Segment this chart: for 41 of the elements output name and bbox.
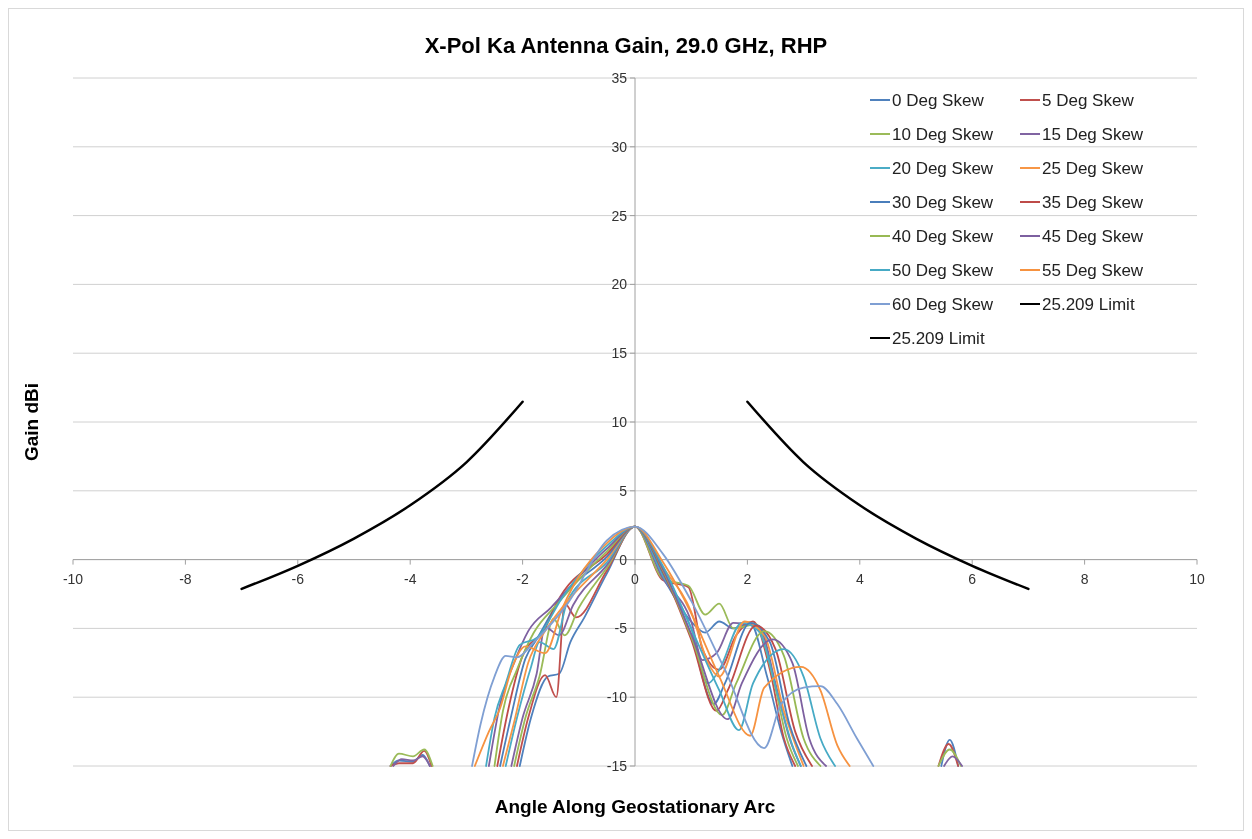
x-tick-label: 4 xyxy=(855,570,864,587)
y-tick-label: 15 xyxy=(611,345,628,362)
legend-label: 10 Deg Skew xyxy=(892,125,994,144)
x-tick-label: 10 xyxy=(1189,570,1205,587)
x-tick-label: -10 xyxy=(62,570,84,587)
legend-label: 25 Deg Skew xyxy=(1042,159,1144,178)
legend-label: 35 Deg Skew xyxy=(1042,193,1144,212)
x-tick-label: 8 xyxy=(1080,570,1089,587)
legend-label: 25.209 Limit xyxy=(892,329,985,348)
y-tick-label: -15 xyxy=(606,758,628,774)
x-tick-label: -6 xyxy=(291,570,305,587)
legend-label: 20 Deg Skew xyxy=(892,159,994,178)
legend-label: 5 Deg Skew xyxy=(1042,91,1135,110)
legend-label: 60 Deg Skew xyxy=(892,295,994,314)
line-series xyxy=(746,400,1030,591)
y-tick-label: 5 xyxy=(619,482,628,499)
y-tick-label: 35 xyxy=(611,70,628,86)
legend-label: 55 Deg Skew xyxy=(1042,261,1144,280)
legend-label: 25.209 Limit xyxy=(1042,295,1135,314)
legend-label: 15 Deg Skew xyxy=(1042,125,1144,144)
x-tick-label: 6 xyxy=(968,570,977,587)
legend-label: 30 Deg Skew xyxy=(892,193,994,212)
x-axis-title: Angle Along Geostationary Arc xyxy=(494,796,776,817)
y-tick-label: 25 xyxy=(611,207,628,224)
y-tick-label: -5 xyxy=(614,620,628,637)
chart-title: X-Pol Ka Antenna Gain, 29.0 GHz, RHP xyxy=(424,33,828,58)
x-tick-label: 0 xyxy=(631,570,640,587)
x-tick-label: -2 xyxy=(516,570,530,587)
legend-label: 45 Deg Skew xyxy=(1042,227,1144,246)
legend-label: 50 Deg Skew xyxy=(892,261,994,280)
y-tick-label: 30 xyxy=(611,138,628,155)
y-tick-label: 10 xyxy=(611,414,628,430)
y-tick-label: -10 xyxy=(606,689,628,706)
y-tick-label: 0 xyxy=(619,551,628,568)
y-axis-title: Gain dBi xyxy=(21,382,42,462)
x-tick-label: -4 xyxy=(403,570,417,587)
x-tick-label: 2 xyxy=(743,570,752,587)
y-tick-label: 20 xyxy=(611,276,628,293)
legend-label: 40 Deg Skew xyxy=(892,227,994,246)
x-tick-label: -8 xyxy=(179,570,192,587)
legend-label: 0 Deg Skew xyxy=(892,91,985,110)
